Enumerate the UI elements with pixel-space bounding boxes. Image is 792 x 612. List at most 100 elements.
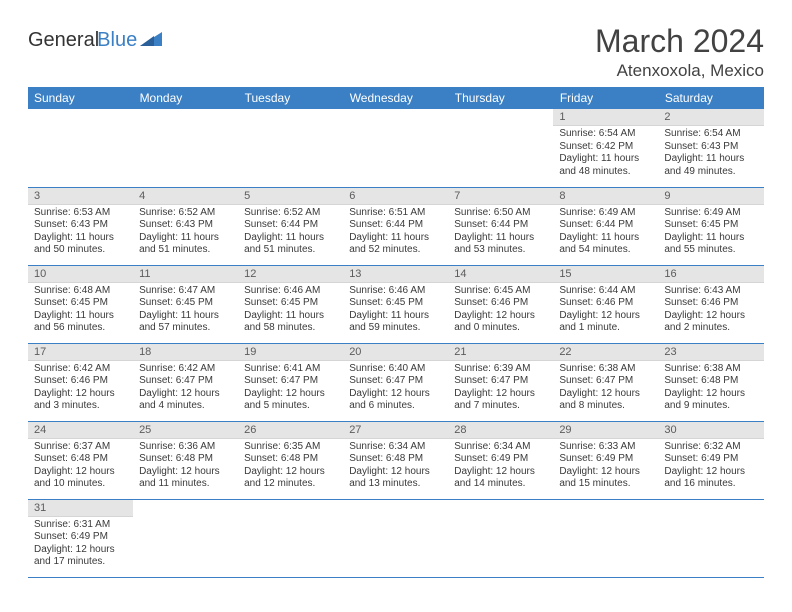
day-number: 19 — [238, 344, 343, 361]
day-number: 6 — [343, 188, 448, 205]
day-info: Sunrise: 6:54 AMSunset: 6:42 PMDaylight:… — [553, 126, 658, 181]
calendar-cell: 3Sunrise: 6:53 AMSunset: 6:43 PMDaylight… — [28, 187, 133, 265]
day-number: 11 — [133, 266, 238, 283]
day-info: Sunrise: 6:31 AMSunset: 6:49 PMDaylight:… — [28, 517, 133, 572]
calendar-cell: 11Sunrise: 6:47 AMSunset: 6:45 PMDayligh… — [133, 265, 238, 343]
calendar-cell — [448, 109, 553, 187]
day-number: 4 — [133, 188, 238, 205]
day-info: Sunrise: 6:49 AMSunset: 6:45 PMDaylight:… — [658, 205, 763, 260]
day-info: Sunrise: 6:54 AMSunset: 6:43 PMDaylight:… — [658, 126, 763, 181]
day-number: 17 — [28, 344, 133, 361]
day-number: 22 — [553, 344, 658, 361]
calendar-cell — [28, 109, 133, 187]
day-number: 7 — [448, 188, 553, 205]
calendar-cell: 12Sunrise: 6:46 AMSunset: 6:45 PMDayligh… — [238, 265, 343, 343]
calendar-cell: 24Sunrise: 6:37 AMSunset: 6:48 PMDayligh… — [28, 421, 133, 499]
day-info: Sunrise: 6:51 AMSunset: 6:44 PMDaylight:… — [343, 205, 448, 260]
title-block: March 2024 Atenxoxola, Mexico — [595, 24, 764, 81]
calendar-cell: 8Sunrise: 6:49 AMSunset: 6:44 PMDaylight… — [553, 187, 658, 265]
calendar-cell: 4Sunrise: 6:52 AMSunset: 6:43 PMDaylight… — [133, 187, 238, 265]
calendar-cell: 30Sunrise: 6:32 AMSunset: 6:49 PMDayligh… — [658, 421, 763, 499]
day-info: Sunrise: 6:40 AMSunset: 6:47 PMDaylight:… — [343, 361, 448, 416]
day-info: Sunrise: 6:34 AMSunset: 6:49 PMDaylight:… — [448, 439, 553, 494]
calendar-week-row: 3Sunrise: 6:53 AMSunset: 6:43 PMDaylight… — [28, 187, 764, 265]
calendar-cell: 18Sunrise: 6:42 AMSunset: 6:47 PMDayligh… — [133, 343, 238, 421]
calendar-cell — [133, 499, 238, 577]
calendar-cell: 15Sunrise: 6:44 AMSunset: 6:46 PMDayligh… — [553, 265, 658, 343]
day-number: 31 — [28, 500, 133, 517]
day-info: Sunrise: 6:42 AMSunset: 6:46 PMDaylight:… — [28, 361, 133, 416]
weekday-header: Sunday — [28, 87, 133, 109]
day-info: Sunrise: 6:48 AMSunset: 6:45 PMDaylight:… — [28, 283, 133, 338]
calendar-cell — [448, 499, 553, 577]
calendar-week-row: 17Sunrise: 6:42 AMSunset: 6:46 PMDayligh… — [28, 343, 764, 421]
day-info: Sunrise: 6:43 AMSunset: 6:46 PMDaylight:… — [658, 283, 763, 338]
calendar-cell: 16Sunrise: 6:43 AMSunset: 6:46 PMDayligh… — [658, 265, 763, 343]
day-info: Sunrise: 6:32 AMSunset: 6:49 PMDaylight:… — [658, 439, 763, 494]
day-info: Sunrise: 6:34 AMSunset: 6:48 PMDaylight:… — [343, 439, 448, 494]
calendar-cell: 28Sunrise: 6:34 AMSunset: 6:49 PMDayligh… — [448, 421, 553, 499]
calendar-cell: 9Sunrise: 6:49 AMSunset: 6:45 PMDaylight… — [658, 187, 763, 265]
location: Atenxoxola, Mexico — [595, 61, 764, 81]
day-number: 28 — [448, 422, 553, 439]
calendar-cell: 13Sunrise: 6:46 AMSunset: 6:45 PMDayligh… — [343, 265, 448, 343]
calendar-cell: 2Sunrise: 6:54 AMSunset: 6:43 PMDaylight… — [658, 109, 763, 187]
calendar-cell: 6Sunrise: 6:51 AMSunset: 6:44 PMDaylight… — [343, 187, 448, 265]
weekday-header-row: Sunday Monday Tuesday Wednesday Thursday… — [28, 87, 764, 109]
calendar-cell — [553, 499, 658, 577]
calendar-cell: 23Sunrise: 6:38 AMSunset: 6:48 PMDayligh… — [658, 343, 763, 421]
day-info: Sunrise: 6:50 AMSunset: 6:44 PMDaylight:… — [448, 205, 553, 260]
day-number: 20 — [343, 344, 448, 361]
day-info: Sunrise: 6:37 AMSunset: 6:48 PMDaylight:… — [28, 439, 133, 494]
day-info: Sunrise: 6:52 AMSunset: 6:43 PMDaylight:… — [133, 205, 238, 260]
day-number: 14 — [448, 266, 553, 283]
calendar-cell — [238, 109, 343, 187]
header: GeneralBlue March 2024 Atenxoxola, Mexic… — [28, 24, 764, 81]
day-number: 15 — [553, 266, 658, 283]
day-number: 10 — [28, 266, 133, 283]
day-info: Sunrise: 6:33 AMSunset: 6:49 PMDaylight:… — [553, 439, 658, 494]
weekday-header: Saturday — [658, 87, 763, 109]
weekday-header: Wednesday — [343, 87, 448, 109]
day-info: Sunrise: 6:45 AMSunset: 6:46 PMDaylight:… — [448, 283, 553, 338]
day-number: 29 — [553, 422, 658, 439]
logo: GeneralBlue — [28, 30, 162, 51]
calendar-cell — [658, 499, 763, 577]
day-number: 26 — [238, 422, 343, 439]
day-info: Sunrise: 6:39 AMSunset: 6:47 PMDaylight:… — [448, 361, 553, 416]
logo-word2: Blue — [97, 30, 137, 50]
calendar-week-row: 24Sunrise: 6:37 AMSunset: 6:48 PMDayligh… — [28, 421, 764, 499]
calendar-cell: 17Sunrise: 6:42 AMSunset: 6:46 PMDayligh… — [28, 343, 133, 421]
day-number: 30 — [658, 422, 763, 439]
calendar-cell: 19Sunrise: 6:41 AMSunset: 6:47 PMDayligh… — [238, 343, 343, 421]
calendar-cell: 22Sunrise: 6:38 AMSunset: 6:47 PMDayligh… — [553, 343, 658, 421]
day-number: 23 — [658, 344, 763, 361]
day-info: Sunrise: 6:53 AMSunset: 6:43 PMDaylight:… — [28, 205, 133, 260]
day-number: 12 — [238, 266, 343, 283]
weekday-header: Monday — [133, 87, 238, 109]
calendar-week-row: 1Sunrise: 6:54 AMSunset: 6:42 PMDaylight… — [28, 109, 764, 187]
calendar-cell — [343, 499, 448, 577]
calendar-cell: 7Sunrise: 6:50 AMSunset: 6:44 PMDaylight… — [448, 187, 553, 265]
calendar-cell: 27Sunrise: 6:34 AMSunset: 6:48 PMDayligh… — [343, 421, 448, 499]
day-number: 8 — [553, 188, 658, 205]
month-title: March 2024 — [595, 24, 764, 59]
day-info: Sunrise: 6:49 AMSunset: 6:44 PMDaylight:… — [553, 205, 658, 260]
day-number: 9 — [658, 188, 763, 205]
weekday-header: Tuesday — [238, 87, 343, 109]
calendar-week-row: 31Sunrise: 6:31 AMSunset: 6:49 PMDayligh… — [28, 499, 764, 577]
calendar-cell: 21Sunrise: 6:39 AMSunset: 6:47 PMDayligh… — [448, 343, 553, 421]
day-number: 24 — [28, 422, 133, 439]
logo-word1: General — [28, 29, 99, 51]
day-number: 16 — [658, 266, 763, 283]
calendar-cell: 20Sunrise: 6:40 AMSunset: 6:47 PMDayligh… — [343, 343, 448, 421]
day-info: Sunrise: 6:42 AMSunset: 6:47 PMDaylight:… — [133, 361, 238, 416]
weekday-header: Friday — [553, 87, 658, 109]
day-info: Sunrise: 6:38 AMSunset: 6:48 PMDaylight:… — [658, 361, 763, 416]
day-number: 27 — [343, 422, 448, 439]
day-number: 1 — [553, 109, 658, 126]
calendar-cell: 26Sunrise: 6:35 AMSunset: 6:48 PMDayligh… — [238, 421, 343, 499]
day-number: 2 — [658, 109, 763, 126]
day-info: Sunrise: 6:36 AMSunset: 6:48 PMDaylight:… — [133, 439, 238, 494]
calendar-cell: 31Sunrise: 6:31 AMSunset: 6:49 PMDayligh… — [28, 499, 133, 577]
